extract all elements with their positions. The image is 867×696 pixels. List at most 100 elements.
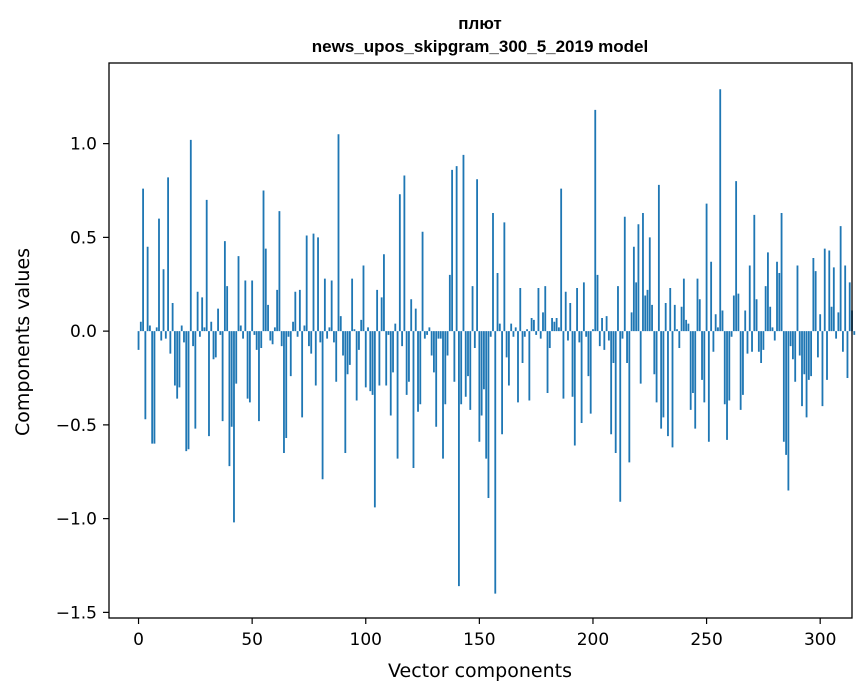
bar-component-81 bbox=[321, 331, 324, 480]
bar-component-269 bbox=[748, 265, 751, 332]
bar-component-238 bbox=[678, 331, 681, 349]
bar-component-86 bbox=[333, 331, 335, 343]
y-axis-label: Components values bbox=[12, 248, 34, 436]
bar-component-259 bbox=[726, 331, 728, 440]
bar-component-174 bbox=[532, 319, 535, 332]
bar-component-150 bbox=[478, 331, 481, 442]
y-tick-label: −1.0 bbox=[56, 510, 97, 530]
bar-component-207 bbox=[607, 331, 610, 341]
bar-component-278 bbox=[769, 306, 772, 332]
bar-component-231 bbox=[662, 331, 665, 418]
bar-component-258 bbox=[723, 331, 726, 405]
y-axis-ticks: −1.5 −1.0 −0.5 0.0 0.5 1.0 bbox=[56, 135, 109, 623]
bar-component-85 bbox=[330, 280, 333, 332]
bar-component-265 bbox=[739, 331, 742, 410]
x-tick-label: 150 bbox=[463, 630, 495, 650]
bar-component-285 bbox=[785, 331, 788, 455]
bar-component-315 bbox=[853, 331, 856, 335]
bar-component-184 bbox=[555, 318, 558, 332]
bar-component-115 bbox=[398, 194, 401, 332]
bar-component-239 bbox=[680, 306, 683, 332]
bar-component-201 bbox=[594, 109, 597, 332]
bar-component-101 bbox=[367, 327, 369, 332]
bar-component-164 bbox=[510, 323, 513, 332]
bar-component-66 bbox=[287, 331, 290, 337]
bar-component-247 bbox=[698, 299, 701, 332]
bar-component-36 bbox=[219, 331, 222, 335]
bar-component-31 bbox=[208, 331, 210, 437]
bar-component-180 bbox=[546, 331, 549, 394]
bar-component-230 bbox=[660, 331, 663, 429]
bar-component-212 bbox=[619, 331, 622, 502]
bar-component-310 bbox=[842, 331, 844, 352]
bar-component-273 bbox=[757, 331, 760, 352]
bar-component-166 bbox=[514, 327, 517, 332]
bar-component-256 bbox=[719, 89, 722, 332]
bar-component-313 bbox=[848, 282, 851, 332]
y-tick-label: 0.0 bbox=[70, 322, 97, 342]
bar-component-295 bbox=[807, 331, 810, 380]
bar-component-152 bbox=[483, 331, 485, 390]
bar-component-61 bbox=[276, 289, 279, 332]
bar-component-183 bbox=[553, 321, 556, 332]
bar-component-130 bbox=[433, 331, 435, 373]
bar-component-204 bbox=[601, 318, 603, 332]
bar-component-100 bbox=[364, 331, 367, 388]
bar-component-262 bbox=[732, 295, 735, 332]
bar-component-253 bbox=[712, 331, 715, 352]
bar-component-163 bbox=[507, 331, 510, 386]
bar-component-237 bbox=[676, 329, 678, 332]
bar-component-267 bbox=[744, 310, 747, 332]
bar-component-266 bbox=[742, 331, 744, 395]
bar-component-172 bbox=[528, 331, 531, 401]
bar-component-236 bbox=[673, 304, 676, 332]
bar-component-167 bbox=[517, 331, 519, 403]
bar-component-109 bbox=[385, 331, 388, 386]
bar-component-198 bbox=[587, 331, 590, 377]
bar-component-228 bbox=[655, 331, 658, 403]
bar-component-118 bbox=[405, 331, 408, 395]
bar-component-220 bbox=[637, 224, 640, 332]
bar-component-232 bbox=[664, 303, 667, 332]
bar-component-240 bbox=[682, 278, 685, 332]
bar-component-311 bbox=[844, 265, 847, 332]
bar-component-123 bbox=[417, 331, 419, 412]
bar-component-110 bbox=[387, 331, 390, 335]
bar-component-304 bbox=[828, 250, 831, 332]
bar-component-1 bbox=[139, 321, 142, 332]
bar-component-78 bbox=[314, 331, 317, 386]
bar-component-60 bbox=[273, 327, 276, 332]
bar-component-119 bbox=[408, 331, 410, 382]
bar-component-48 bbox=[246, 331, 249, 399]
bar-component-144 bbox=[464, 331, 467, 397]
bar-component-21 bbox=[185, 331, 188, 452]
bar-component-74 bbox=[305, 235, 308, 332]
bar-component-83 bbox=[326, 331, 329, 339]
chart-subtitle: news_upos_skipgram_300_5_2019 model bbox=[312, 37, 648, 56]
bar-component-137 bbox=[448, 274, 451, 332]
bar-component-37 bbox=[221, 331, 224, 422]
bar-component-140 bbox=[455, 166, 458, 332]
bar-component-282 bbox=[778, 273, 781, 332]
bar-component-91 bbox=[344, 331, 347, 454]
bar-component-41 bbox=[230, 331, 233, 427]
bar-component-226 bbox=[651, 304, 653, 332]
bar-component-114 bbox=[396, 331, 399, 459]
bar-component-82 bbox=[323, 278, 326, 332]
bar-component-202 bbox=[596, 274, 599, 332]
bar-component-25 bbox=[194, 331, 197, 429]
bar-component-215 bbox=[626, 331, 628, 363]
chart-title: плют bbox=[458, 14, 502, 33]
bar-component-107 bbox=[380, 297, 383, 332]
bar-component-142 bbox=[460, 331, 463, 405]
bar-component-30 bbox=[205, 199, 208, 332]
bar-component-16 bbox=[173, 331, 176, 386]
bar-component-249 bbox=[703, 331, 706, 403]
bar-component-271 bbox=[753, 214, 756, 332]
bar-component-59 bbox=[271, 331, 274, 345]
bar-component-260 bbox=[728, 331, 731, 401]
bar-component-40 bbox=[228, 331, 231, 467]
bar-component-35 bbox=[217, 308, 219, 332]
x-axis-label: Vector components bbox=[388, 660, 572, 682]
bar-component-206 bbox=[605, 316, 608, 332]
